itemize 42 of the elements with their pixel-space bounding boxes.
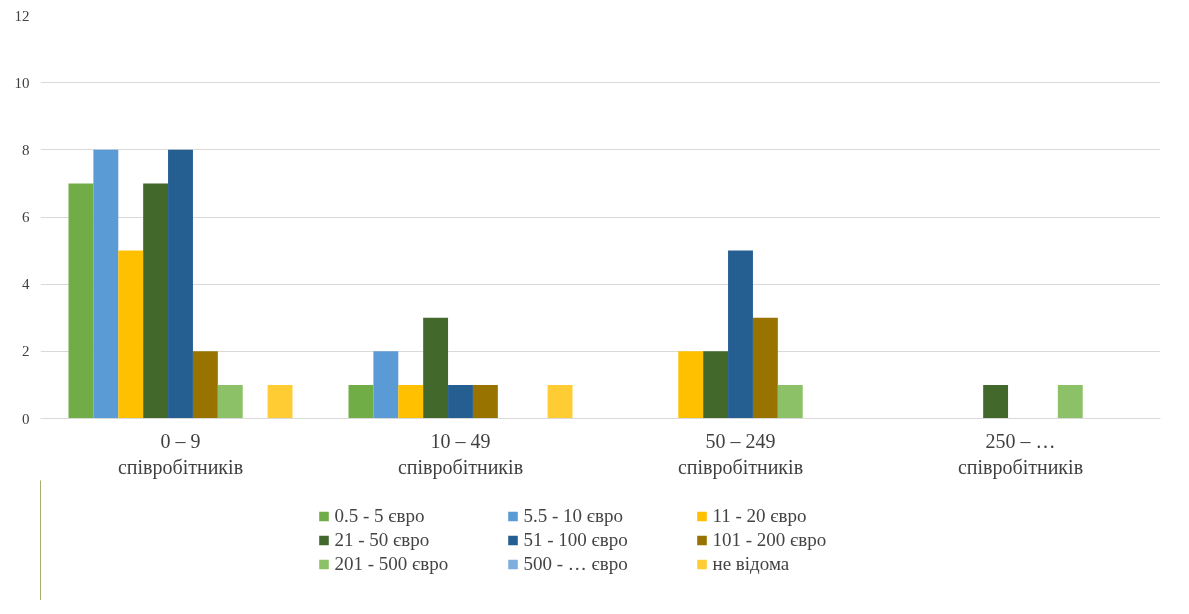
bar bbox=[348, 384, 374, 419]
bar bbox=[93, 149, 119, 419]
y-tick-label: 2 bbox=[22, 343, 30, 360]
legend-label: 11 - 20 євро bbox=[712, 505, 808, 527]
bar bbox=[398, 384, 424, 419]
y-tick-label: 12 bbox=[14, 7, 30, 24]
bar bbox=[703, 351, 729, 419]
bar bbox=[752, 317, 778, 419]
x-tick-label: 0 – 9 співробітників bbox=[117, 429, 244, 479]
x-tick-label: 50 – 249 співробітників bbox=[677, 429, 804, 479]
bar bbox=[217, 384, 243, 419]
bar bbox=[472, 384, 498, 419]
x-tick-label: 250 – … співробітників bbox=[957, 429, 1084, 479]
bar bbox=[777, 384, 803, 419]
legend-label: 0.5 - 5 євро bbox=[334, 505, 426, 527]
x-tick-label: 10 – 49 співробітників bbox=[397, 429, 524, 479]
bar bbox=[448, 384, 473, 419]
legend-label: 101 - 200 євро bbox=[712, 529, 828, 551]
legend-label: 500 - … євро bbox=[523, 553, 629, 575]
bar bbox=[373, 351, 399, 419]
bar bbox=[983, 384, 1009, 419]
bar bbox=[68, 183, 94, 419]
bar bbox=[192, 351, 218, 419]
legend-label: 51 - 100 євро bbox=[523, 529, 629, 551]
y-tick-label: 6 bbox=[22, 209, 30, 225]
bar bbox=[168, 149, 193, 419]
bar bbox=[678, 351, 704, 419]
legend-label: не відома bbox=[712, 553, 791, 575]
y-tick-label: 8 bbox=[22, 141, 30, 158]
bar bbox=[118, 250, 144, 419]
y-tick-label: 0 bbox=[22, 410, 30, 427]
y-tick-label: 10 bbox=[14, 74, 30, 91]
bar bbox=[423, 317, 449, 419]
bar bbox=[143, 183, 169, 419]
bar bbox=[728, 250, 753, 419]
legend-label: 201 - 500 євро bbox=[334, 553, 450, 575]
legend-label: 5.5 - 10 євро bbox=[523, 505, 624, 527]
y-tick-label: 4 bbox=[22, 276, 30, 293]
legend-label: 21 - 50 євро bbox=[334, 529, 431, 551]
bar bbox=[547, 384, 573, 419]
bar bbox=[267, 384, 293, 419]
bar bbox=[1057, 384, 1083, 419]
